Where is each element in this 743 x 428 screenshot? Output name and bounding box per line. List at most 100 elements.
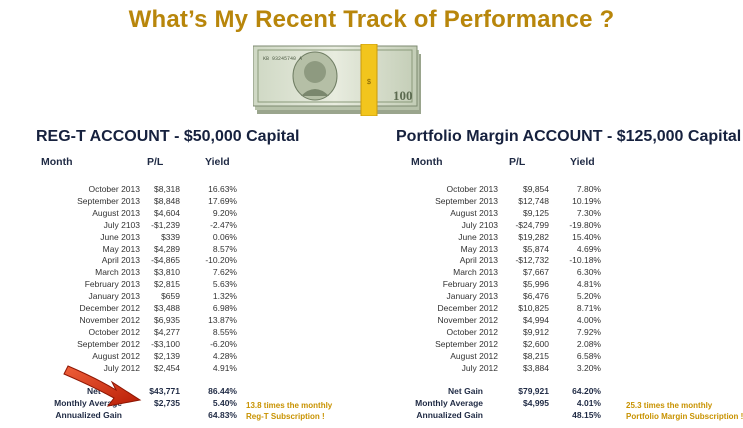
month-cell: June 2013 <box>100 231 140 242</box>
yield-cell: 17.69% <box>208 195 237 206</box>
yield-cell: 6.58% <box>576 350 601 361</box>
table-row: October 2013 $9,854 7.80% <box>0 184 743 196</box>
summary-row: Annualized Gain 48.15% <box>0 410 743 422</box>
pl-cell: $2,600 <box>523 338 549 349</box>
month-cell: February 2013 <box>442 279 498 290</box>
table-row: September 2013 $8,848 17.69% <box>0 196 743 208</box>
month-cell: August 2012 <box>450 350 498 361</box>
table-row: January 2013 $6,476 5.20% <box>0 291 743 303</box>
yield-cell: 2.08% <box>576 338 601 349</box>
month-cell: September 2012 <box>77 338 140 349</box>
note-line: Portfolio Margin Subscription ! <box>626 412 743 421</box>
table-row: March 2013 $3,810 7.62% <box>0 267 743 279</box>
pl-cell: -$12,732 <box>515 255 549 266</box>
pl-cell: $8,848 <box>154 195 180 206</box>
table-row: June 2013 $339 0.06% <box>0 232 743 244</box>
yield-cell: 6.98% <box>212 303 237 313</box>
yield-cell: -2.47% <box>210 219 237 230</box>
pl-cell: -$1,239 <box>151 219 180 230</box>
month-cell: May 2013 <box>102 243 140 254</box>
yield-cell: 7.30% <box>576 207 601 218</box>
svg-text:100: 100 <box>393 88 413 103</box>
month-cell: October 2012 <box>446 326 498 337</box>
pl-cell: $2,815 <box>154 279 180 290</box>
month-cell: April 2013 <box>459 255 498 266</box>
table-row: June 2013 $19,282 15.40% <box>0 232 743 244</box>
month-cell: September 2013 <box>435 195 498 206</box>
summary-row: Monthly Average $2,735 5.40% <box>0 398 743 410</box>
month-cell: March 2013 <box>95 267 140 278</box>
summary-pl: $2,735 <box>154 398 180 408</box>
summary-row: Annualized Gain 64.83% <box>0 410 743 422</box>
month-cell: March 2013 <box>453 267 498 278</box>
month-cell: July 2103 <box>461 219 498 230</box>
summary-row: Net Gain $79,921 64.20% <box>0 386 743 398</box>
summary-yield: 86.44% <box>208 386 237 396</box>
pl-cell: $19,282 <box>518 231 549 242</box>
month-cell: August 2013 <box>92 207 140 218</box>
yield-cell: 0.06% <box>212 231 237 242</box>
month-cell: August 2012 <box>92 350 140 361</box>
svg-text:KB 93245740 A: KB 93245740 A <box>263 56 302 62</box>
pl-cell: $2,139 <box>154 350 180 361</box>
table-row: October 2012 $9,912 7.92% <box>0 327 743 339</box>
portfolio-margin-account-title: Portfolio Margin ACCOUNT - $125,000 Capi… <box>396 128 742 145</box>
summary-pl: $43,771 <box>149 386 180 396</box>
month-header: Month <box>411 156 443 168</box>
pl-cell: -$4,865 <box>151 255 180 266</box>
yield-cell: 5.20% <box>576 291 601 302</box>
summary-yield: 48.15% <box>572 410 601 420</box>
summary-pl: $79,921 <box>518 386 549 396</box>
month-cell: January 2013 <box>88 291 140 302</box>
table-row: November 2012 $4,994 4.00% <box>0 315 743 327</box>
table-row: April 2013 -$4,865 -10.20% <box>0 255 743 267</box>
table-row: September 2013 $12,748 10.19% <box>0 196 743 208</box>
table-row: September 2012 $2,600 2.08% <box>0 339 743 351</box>
yield-cell: 4.91% <box>212 362 237 373</box>
month-cell: October 2012 <box>88 326 140 337</box>
yield-cell: 9.20% <box>212 207 237 218</box>
table-row: July 2012 $3,884 3.20% <box>0 363 743 375</box>
month-cell: October 2013 <box>88 184 140 194</box>
yield-cell: 10.19% <box>572 195 601 206</box>
month-cell: December 2012 <box>437 303 498 313</box>
yield-cell: 7.92% <box>576 326 601 337</box>
table-row: October 2013 $8,318 16.63% <box>0 184 743 196</box>
month-cell: May 2013 <box>460 243 498 254</box>
yield-cell: -10.20% <box>205 255 237 266</box>
yield-header: Yield <box>570 156 595 168</box>
yield-cell: 4.00% <box>576 314 601 325</box>
note-line: Reg-T Subscription ! <box>246 412 325 421</box>
yield-cell: 1.32% <box>212 291 237 302</box>
month-cell: December 2012 <box>79 303 140 313</box>
yield-cell: 4.69% <box>576 243 601 254</box>
yield-cell: 13.87% <box>208 314 237 325</box>
summary-pl: $4,995 <box>523 398 549 408</box>
page-title: What’s My Recent Track of Performance ? <box>128 6 615 33</box>
table-row: January 2013 $659 1.32% <box>0 291 743 303</box>
pl-cell: $4,994 <box>523 314 549 325</box>
summary-label: Net Gain <box>448 386 483 396</box>
table-row: February 2013 $2,815 5.63% <box>0 279 743 291</box>
pl-cell: $659 <box>161 291 180 302</box>
portfolio-margin-note: 25.3 times the monthly Portfolio Margin … <box>626 400 743 422</box>
month-cell: January 2013 <box>446 291 498 302</box>
month-cell: July 2012 <box>103 362 140 373</box>
summary-yield: 5.40% <box>212 398 237 408</box>
red-arrow-icon <box>63 365 142 407</box>
summary-yield: 64.20% <box>572 386 601 396</box>
pl-cell: -$24,799 <box>515 219 549 230</box>
table-row: August 2013 $9,125 7.30% <box>0 208 743 220</box>
month-cell: February 2013 <box>84 279 140 290</box>
summary-label: Monthly Average <box>415 398 483 408</box>
table-row: December 2012 $3,488 6.98% <box>0 303 743 315</box>
yield-cell: 6.30% <box>576 267 601 278</box>
table-row: February 2013 $5,996 4.81% <box>0 279 743 291</box>
yield-cell: 7.80% <box>576 184 601 194</box>
yield-header: Yield <box>205 156 230 168</box>
table-row: August 2012 $2,139 4.28% <box>0 351 743 363</box>
table-row: August 2012 $8,215 6.58% <box>0 351 743 363</box>
summary-label: Monthly Average <box>54 398 122 408</box>
reg-t-note: 13.8 times the monthly Reg-T Subscriptio… <box>246 400 332 422</box>
pl-cell: $3,884 <box>523 362 549 373</box>
